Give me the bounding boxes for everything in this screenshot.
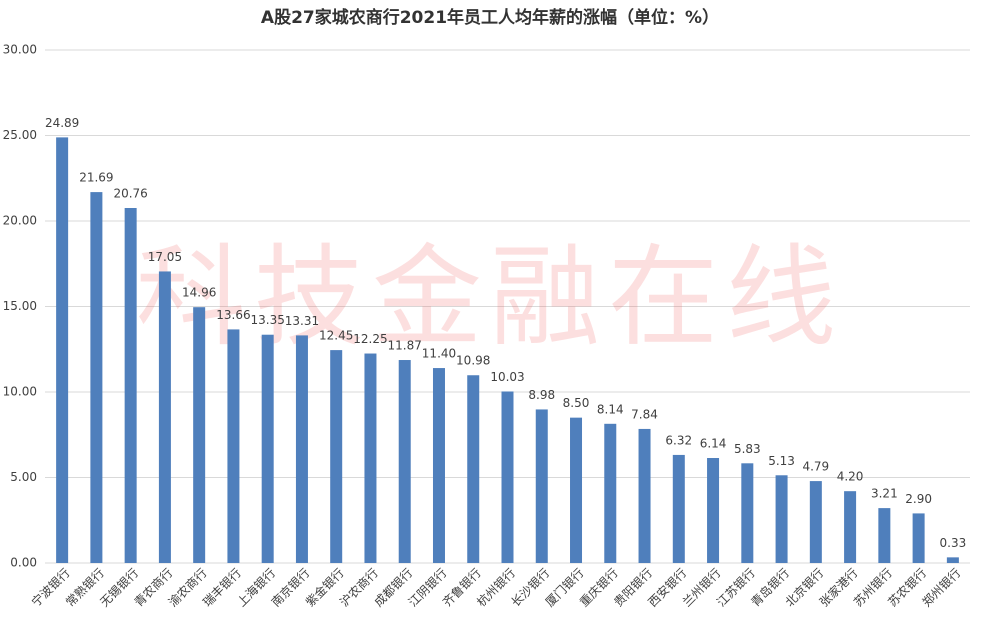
data-label: 8.98 <box>528 388 555 402</box>
bar <box>90 192 103 563</box>
y-tick-label: 0.00 <box>10 556 37 570</box>
watermark: 科技金融在线 <box>136 233 844 361</box>
bar <box>878 508 891 563</box>
bar <box>467 375 480 563</box>
data-label: 3.21 <box>871 487 898 501</box>
y-tick-label: 30.00 <box>3 43 37 57</box>
bar <box>364 353 377 563</box>
data-label: 24.89 <box>45 116 79 130</box>
bar <box>570 417 583 563</box>
data-label: 13.31 <box>285 314 319 328</box>
bar <box>707 458 720 563</box>
bar <box>672 454 685 563</box>
bar <box>261 334 274 563</box>
bar <box>398 360 411 563</box>
bar <box>844 491 857 563</box>
data-label: 17.05 <box>148 250 182 264</box>
data-label: 6.32 <box>665 433 692 447</box>
data-label: 4.20 <box>837 470 864 484</box>
data-label: 12.45 <box>319 329 353 343</box>
bar <box>158 271 171 563</box>
data-label: 8.50 <box>563 396 590 410</box>
bar <box>946 557 959 563</box>
data-label: 11.40 <box>422 347 456 361</box>
data-label: 5.83 <box>734 442 761 456</box>
data-label: 10.03 <box>490 370 524 384</box>
data-label: 13.35 <box>251 313 285 327</box>
bar <box>295 335 308 563</box>
data-label: 5.13 <box>768 454 795 468</box>
y-tick-label: 20.00 <box>3 214 37 228</box>
bar <box>741 463 754 563</box>
bar <box>124 208 137 563</box>
data-label: 14.96 <box>182 286 216 300</box>
y-tick-label: 25.00 <box>3 128 37 142</box>
data-label: 7.84 <box>631 407 658 421</box>
bar <box>227 329 240 563</box>
y-tick-label: 5.00 <box>10 470 37 484</box>
bar <box>775 475 788 563</box>
data-label: 10.98 <box>456 354 490 368</box>
x-tick-label: 郑州银行 <box>919 565 964 610</box>
data-label: 2.90 <box>905 492 932 506</box>
bar <box>809 481 822 563</box>
bar <box>432 368 445 563</box>
data-label: 13.66 <box>216 308 250 322</box>
chart-title: A股27家城农商行2021年员工人均年薪的涨幅（单位：%） <box>261 7 719 28</box>
data-label: 6.14 <box>700 437 727 451</box>
bar <box>56 137 69 564</box>
bar <box>193 307 206 563</box>
bar <box>330 350 343 563</box>
y-tick-label: 15.00 <box>3 299 37 313</box>
data-label: 8.14 <box>597 402 624 416</box>
data-label: 20.76 <box>113 187 147 201</box>
bar <box>912 513 925 563</box>
bar <box>535 409 548 563</box>
bar <box>604 423 617 563</box>
bar <box>501 391 514 563</box>
y-tick-label: 10.00 <box>3 385 37 399</box>
data-label: 11.87 <box>388 339 422 353</box>
data-label: 12.25 <box>353 332 387 346</box>
data-label: 0.33 <box>940 536 967 550</box>
bar <box>638 428 651 563</box>
data-label: 21.69 <box>79 171 113 185</box>
data-label: 4.79 <box>802 460 829 474</box>
